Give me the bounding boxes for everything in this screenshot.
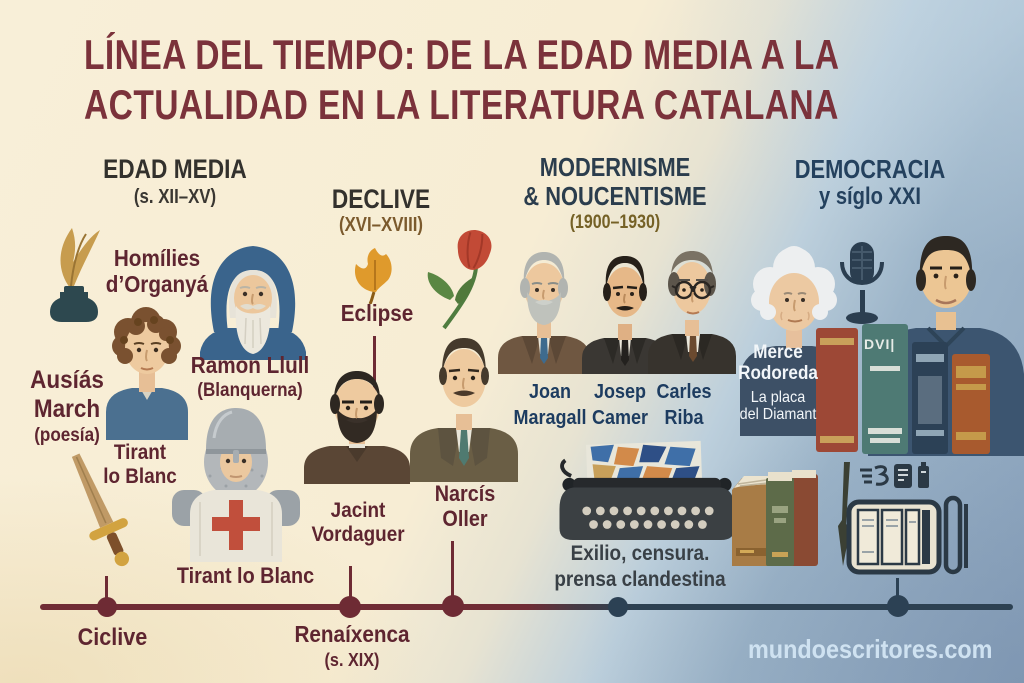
ereader-icons (860, 462, 929, 488)
label-jacint-vordaguer: Jacint Vordaguer (311, 499, 405, 546)
watermark: mundoescritores.com (748, 634, 993, 664)
standing-books-icon (732, 470, 818, 566)
typewriter-icon (559, 440, 735, 541)
ausias-march-portrait (106, 307, 188, 440)
eclipse-connector-line (373, 336, 376, 392)
timeline-tick-1 (105, 576, 108, 602)
section-edad-media-title: EDAD MEDIA (103, 154, 247, 184)
narcis-oller-portrait (410, 338, 518, 482)
timeline-dot-exilio (608, 597, 628, 617)
label-homilies: Homílies d’Organyá (105, 245, 209, 298)
label-exilio-censura: Exilio, censura. prensa clandestina (554, 542, 726, 591)
label-ausias-march: Ausíás March (poesía) (30, 366, 104, 446)
section-modernisme-title: MODERNISME & NOUCENTISME (523, 152, 707, 212)
autumn-leaf-icon (354, 248, 392, 304)
label-josep-camer: Josep Camer (591, 381, 649, 429)
timeline-tick-3 (451, 541, 454, 601)
label-carles-riba: Carles Riba (656, 381, 712, 429)
page-title: LÍNEA DEL TIEMPO: DE LA EDAD MEDIA A LA … (84, 30, 964, 131)
bookshelf-icon (846, 495, 968, 575)
label-narcis-oller: Narcís Oller (434, 481, 496, 532)
joan-maragall-portrait (498, 252, 590, 374)
microphone-icon (840, 242, 884, 324)
books-row-icon (816, 324, 990, 454)
section-democracia-title: DEMOCRACIA y síglo XXI (794, 154, 946, 211)
timeline-label-ciclive: Ciclive (77, 624, 148, 651)
quill-inkwell-icon (50, 228, 100, 322)
label-eclipse: Eclipse (340, 300, 414, 326)
timeline-dot-democracia (887, 595, 909, 617)
book-spine-label: DVI| (864, 336, 896, 352)
timeline-dot-edad-media (97, 597, 117, 617)
label-joan-maragall: Joan Maragall (513, 381, 587, 429)
josep-camer-portrait (582, 256, 668, 374)
ramon-llull-portrait (200, 246, 306, 360)
timeline-dot-renaixenca (339, 596, 361, 618)
label-merce-rodoreda: Merce Rodoreda La placa del Diamant (738, 342, 818, 424)
label-ramon-llull: Ramon Llull (Blanquerna) (190, 352, 310, 402)
label-tirant-small: Tirant lo Blanc (103, 441, 177, 488)
section-modernisme-range: (1900–1930) (569, 212, 661, 233)
carles-riba-portrait (648, 251, 736, 374)
page-title-line2: ACTUALIDAD EN LA LITERATURA CATALANA (84, 81, 839, 129)
sword-icon (71, 453, 130, 567)
section-edad-media-range: (s. XII–XV) (133, 186, 217, 208)
label-tirant-big: Tirant lo Blanc (176, 563, 315, 588)
section-declive-title: DECLIVE (331, 184, 431, 214)
page-title-line1: LÍNEA DEL TIEMPO: DE LA EDAD MEDIA A LA (84, 31, 840, 78)
section-declive-range: (XVI–XVIII) (338, 214, 424, 236)
tulip-icon (427, 230, 492, 330)
timeline-tick-5 (896, 578, 899, 600)
tirant-knight-portrait (172, 408, 300, 562)
jacint-vordaguer-portrait (304, 371, 410, 484)
timeline-tick-2 (349, 566, 352, 602)
timeline-label-renaixenca: Renaíxenca (s. XIX) (294, 621, 410, 671)
timeline-dot-oller (442, 595, 464, 617)
timeline-axis (40, 604, 1013, 610)
